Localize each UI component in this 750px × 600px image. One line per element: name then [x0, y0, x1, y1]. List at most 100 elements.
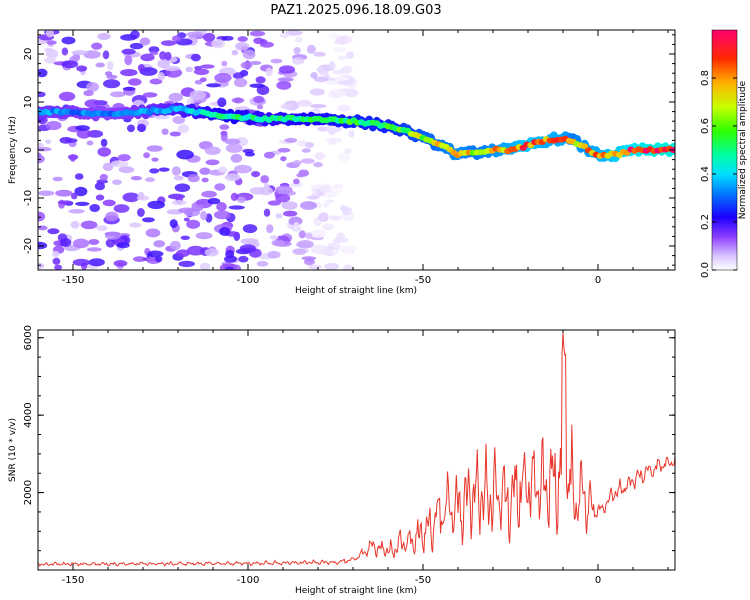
heatmap-noise-cell — [326, 199, 335, 204]
heatmap-noise-cell — [74, 186, 88, 197]
colorbar-tick-label: 0.2 — [700, 214, 711, 230]
heatmap-noise-cell — [136, 123, 147, 133]
heatmap-noise-cell — [146, 145, 163, 152]
heatmap-noise-cell — [190, 53, 201, 62]
colorbar: 0.0 0.2 0.4 0.6 0.8 Normalized spectral ampl… — [700, 29, 748, 278]
heatmap-noise-cell — [322, 201, 330, 208]
heatmap-noise-cell — [225, 266, 234, 270]
heatmap-noise-cell — [139, 37, 151, 46]
heatmap-noise-cell — [164, 51, 172, 61]
heatmap-noise-cell — [205, 213, 213, 223]
heatmap-noise-cell — [145, 228, 161, 238]
heatmap-noise-cell — [171, 200, 187, 206]
heatmap-noise-cell — [249, 30, 266, 37]
heatmap-noise-cell — [242, 49, 256, 60]
heatmap-noise-cell — [328, 60, 336, 71]
heatmap-noise-cell — [319, 185, 332, 193]
heatmap-noise-cell — [230, 153, 243, 163]
heatmap-noise-cell — [307, 264, 323, 270]
heatmap-noise-cell — [217, 97, 227, 108]
heatmap-noise-cell — [266, 224, 274, 234]
heatmap-noise-cell — [142, 92, 158, 98]
heatmap-noise-cell — [230, 192, 239, 201]
heatmap-noise-cell — [117, 154, 131, 162]
heatmap-noise-cell — [234, 164, 252, 174]
heatmap-noise-cell — [332, 238, 341, 245]
heatmap-noise-cell — [204, 146, 221, 155]
x-tick-label: -50 — [415, 575, 431, 586]
heatmap-noise-cell — [239, 244, 256, 253]
heatmap-noise-cell — [38, 142, 45, 148]
heatmap-noise-cell — [344, 148, 352, 155]
heatmap-noise-cell — [91, 42, 103, 50]
heatmap-noise-cell — [305, 232, 313, 240]
heatmap-noise-cell — [309, 88, 325, 96]
heatmap-noise-cell — [214, 183, 226, 191]
heatmap-noise-cell — [220, 132, 228, 142]
heatmap-noise-cell — [221, 60, 228, 67]
heatmap-noise-cell — [89, 204, 100, 212]
heatmap-noise-cell — [186, 219, 201, 229]
heatmap-noise-cell — [59, 238, 72, 247]
heatmap-noise-cell — [249, 61, 262, 65]
heatmap-noise-cell — [271, 239, 285, 247]
heatmap-noise-cell — [68, 209, 85, 214]
heatmap-noise-cell — [306, 257, 314, 263]
heatmap-noise-cell — [218, 166, 228, 174]
heatmap-noise-cell — [97, 32, 111, 41]
heatmap-noise-cell — [240, 61, 253, 69]
heatmap-noise-cell — [328, 127, 336, 136]
heatmap-noise-cell — [201, 190, 217, 198]
heatmap-noise-cell — [44, 57, 57, 64]
heatmap-noise-cell — [178, 207, 196, 214]
heatmap-noise-cell — [231, 49, 239, 56]
heatmap-noise-cell — [235, 136, 249, 147]
x-tick-label: 0 — [595, 575, 601, 586]
heatmap-noise-cell — [195, 232, 213, 240]
heatmap-noise-cell — [292, 160, 302, 166]
heatmap-noise-cell — [58, 91, 76, 102]
heatmap-noise-cell — [38, 211, 46, 222]
heatmap-noise-cell — [172, 116, 186, 124]
heatmap-noise-cell — [313, 51, 326, 57]
spectrogram-heatmap — [38, 30, 675, 270]
heatmap-noise-cell — [95, 194, 105, 201]
heatmap-noise-cell — [280, 103, 293, 110]
heatmap-noise-cell — [70, 221, 80, 229]
y-tick-label: 4000 — [23, 402, 34, 427]
heatmap-noise-cell — [57, 200, 74, 205]
heatmap-noise-cell — [207, 197, 221, 205]
colorbar-frame — [711, 29, 738, 271]
heatmap-noise-cell — [69, 154, 77, 162]
heatmap-noise-cell — [45, 30, 54, 38]
heatmap-noise-cell — [76, 129, 92, 139]
heatmap-noise-cell — [277, 148, 291, 153]
y-tick-label: -20 — [23, 238, 34, 254]
heatmap-noise-cell — [153, 240, 165, 248]
heatmap-noise-cell — [255, 76, 266, 84]
heatmap-noise-cell — [348, 84, 357, 90]
heatmap-noise-cell — [128, 78, 142, 86]
heatmap-noise-cell — [169, 209, 179, 215]
y-tick-label: -10 — [23, 190, 34, 206]
heatmap-noise-cell — [276, 81, 292, 90]
heatmap-noise-cell — [253, 95, 265, 104]
heatmap-noise-cell — [183, 217, 190, 222]
heatmap-noise-cell — [242, 224, 258, 234]
heatmap-noise-cell — [44, 47, 54, 53]
heatmap-noise-cell — [204, 248, 219, 257]
heatmap-noise-cell — [201, 177, 209, 183]
heatmap-noise-cell — [113, 204, 130, 213]
heatmap-noise-cell — [61, 36, 76, 45]
heatmap-noise-cell — [251, 171, 261, 178]
heatmap-noise-cell — [306, 195, 320, 200]
y-tick-label: 10 — [23, 96, 34, 109]
heatmap-noise-cell — [293, 178, 300, 185]
heatmap-noise-cell — [263, 182, 270, 193]
heatmap-noise-cell — [160, 40, 176, 46]
spectrogram-xlabel: Height of straight line (km) — [295, 286, 417, 296]
heatmap-noise-cell — [311, 187, 318, 198]
heatmap-noise-cell — [38, 154, 45, 164]
heatmap-noise-cell — [157, 59, 170, 69]
heatmap-noise-cell — [309, 104, 327, 108]
